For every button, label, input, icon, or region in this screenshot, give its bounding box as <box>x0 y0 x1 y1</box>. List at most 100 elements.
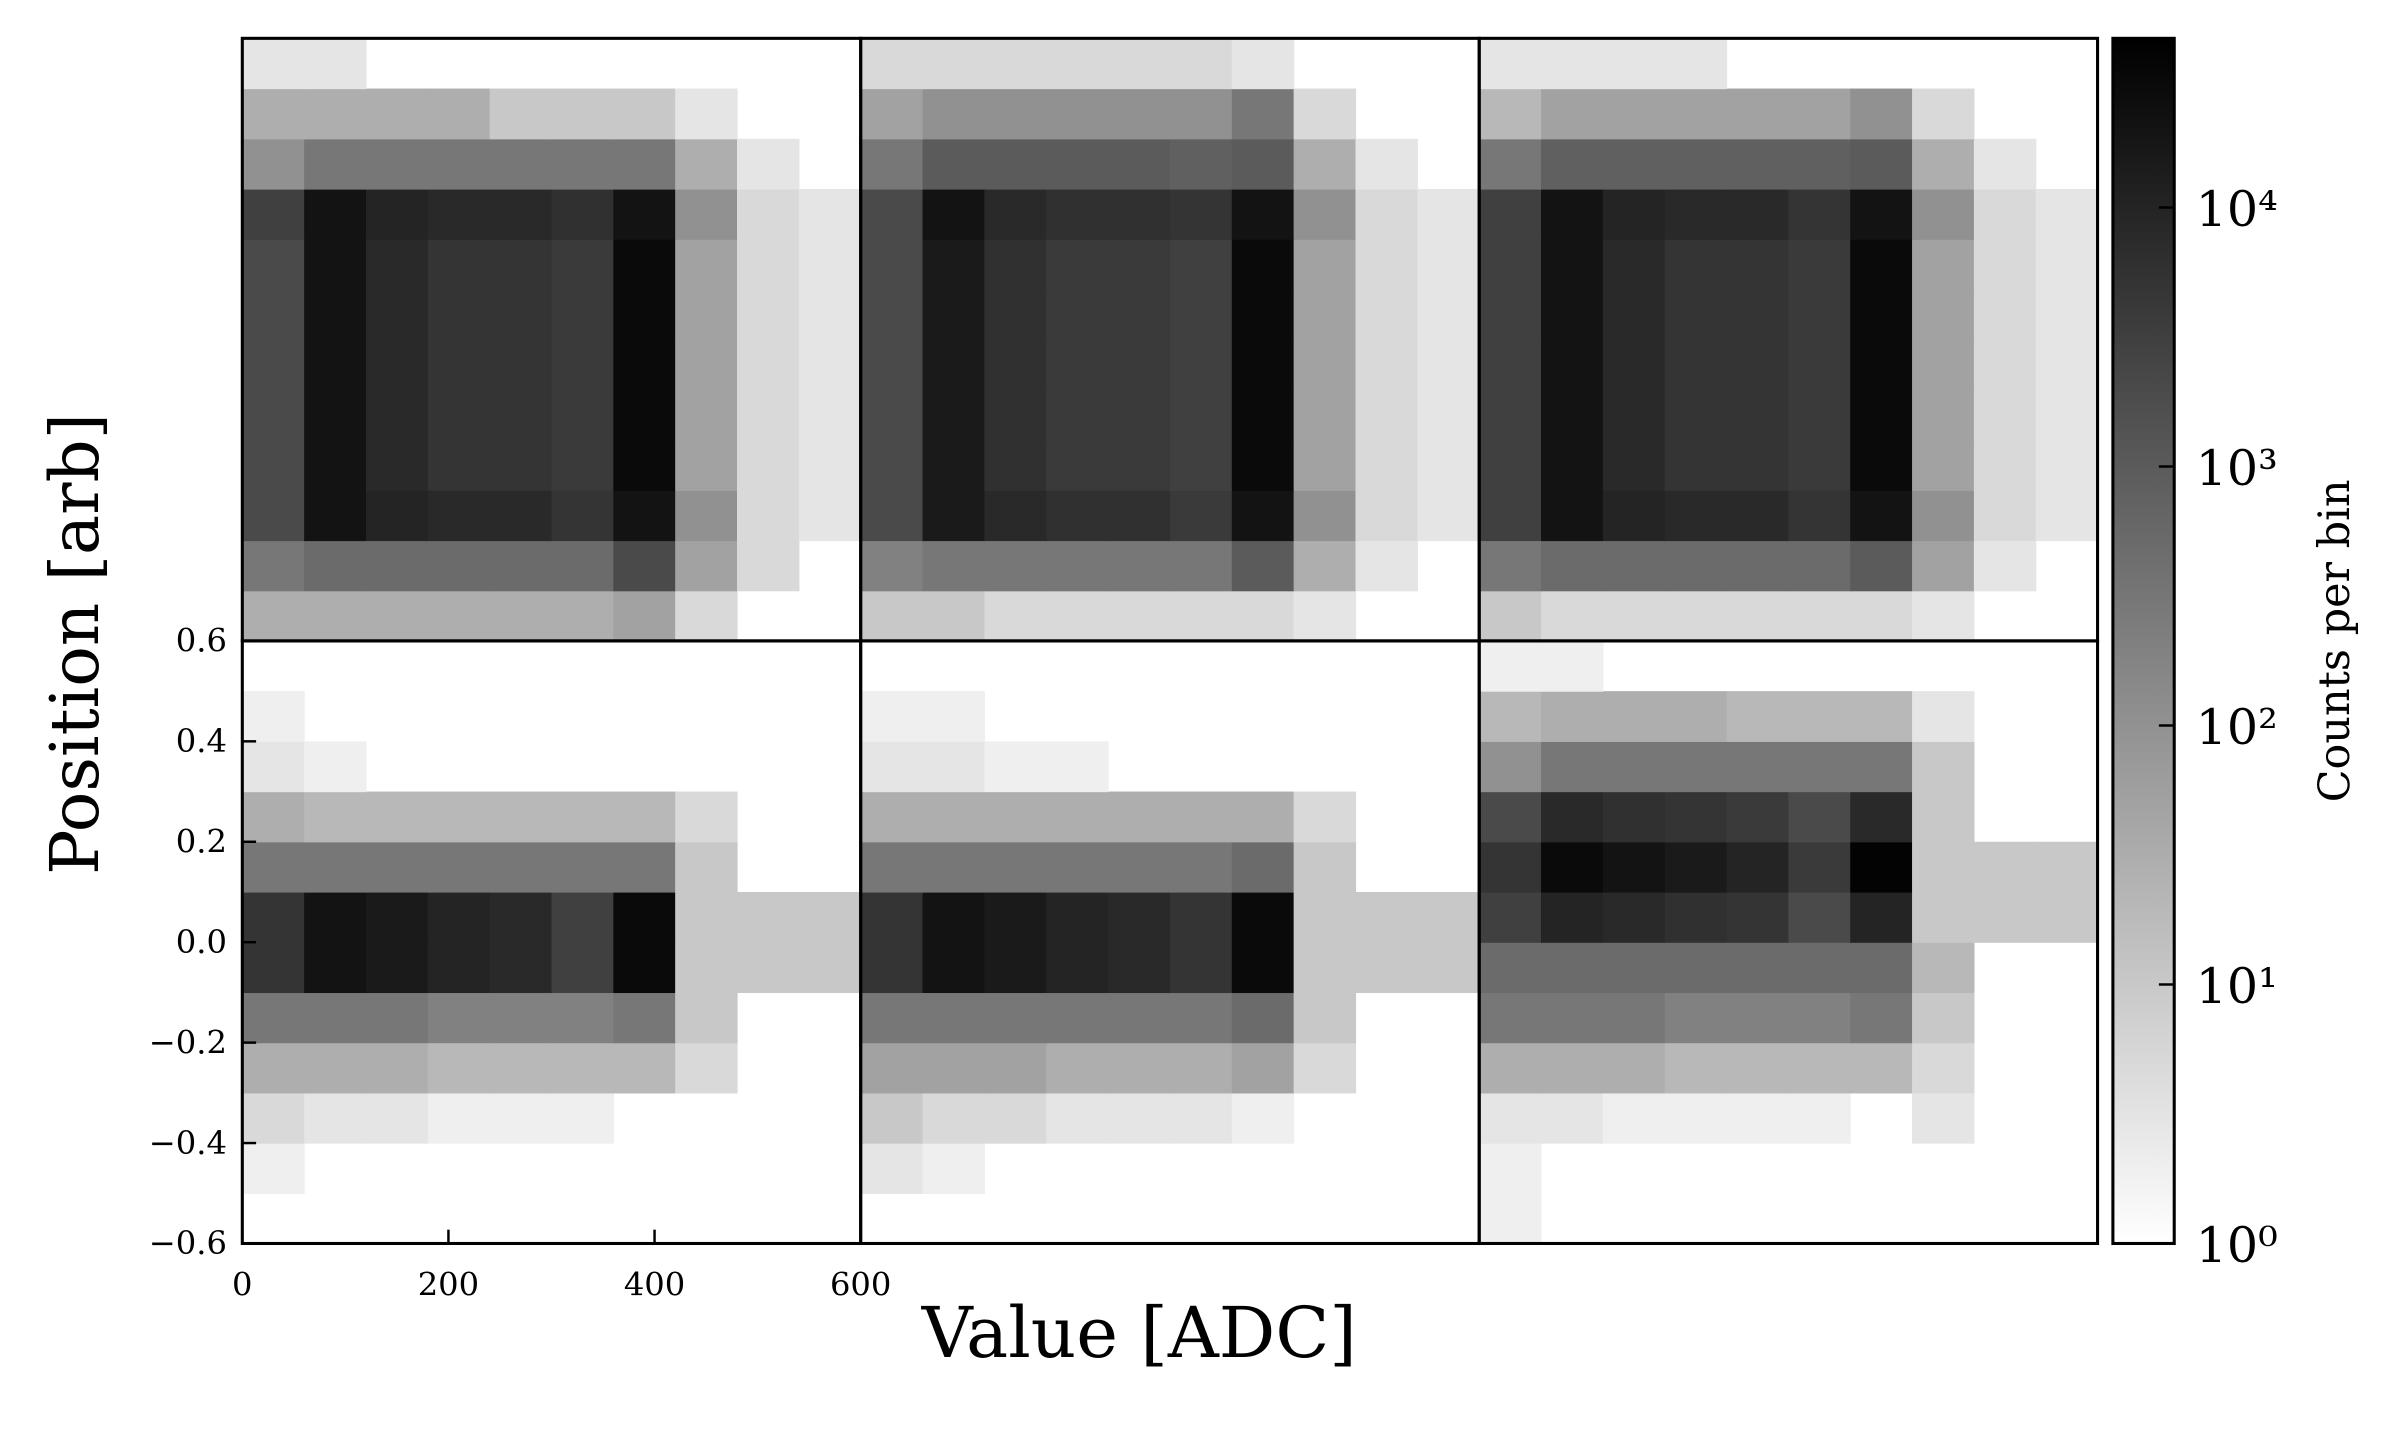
heatmap-cell <box>1231 88 1295 140</box>
heatmap-cell <box>1602 1092 1666 1144</box>
heatmap-cell <box>675 88 738 140</box>
heatmap-cell <box>1541 1092 1604 1144</box>
heatmap-cell <box>428 741 490 792</box>
heatmap-cell <box>737 842 799 893</box>
heatmap-cell <box>1294 1093 1356 1144</box>
heatmap-cell <box>1912 289 1975 341</box>
heatmap-cell <box>551 741 613 792</box>
heatmap-cell <box>1602 992 1666 1044</box>
heatmap-cell <box>1541 88 1604 140</box>
heatmap-cell <box>1170 741 1232 792</box>
heatmap-cell <box>613 239 676 291</box>
heatmap-cell <box>1541 741 1604 793</box>
heatmap-cell <box>304 1143 366 1194</box>
heatmap-cell <box>984 540 1047 592</box>
heatmap-cell <box>1293 841 1357 893</box>
heatmap-cell <box>1169 1042 1233 1094</box>
heatmap-cell <box>490 1193 552 1244</box>
heatmap-cell <box>613 540 676 592</box>
heatmap-cell <box>365 188 429 240</box>
heatmap-cell <box>1850 540 1913 592</box>
heatmap-cell <box>428 38 490 89</box>
heatmap-cell <box>1046 741 1109 793</box>
heatmap-cell <box>922 239 985 291</box>
heatmap-cell <box>613 88 676 140</box>
heatmap-cell <box>1417 891 1480 943</box>
heatmap-cell <box>489 339 553 391</box>
heatmap-cell <box>1231 841 1295 893</box>
heatmap-cell <box>1788 691 1851 742</box>
heatmap-cell <box>366 1143 428 1194</box>
heatmap-cell <box>1293 289 1357 341</box>
heatmap-cell <box>2036 1093 2098 1144</box>
heatmap-cell <box>1602 239 1666 291</box>
heatmap-cell <box>675 38 737 89</box>
colorbar-label: Counts per bin <box>2310 480 2360 803</box>
heatmap-cell <box>1108 641 1170 692</box>
heatmap-cell <box>1727 641 1789 692</box>
heatmap-cell <box>242 389 305 441</box>
heatmap-cell <box>1355 89 1417 140</box>
heatmap-cell <box>737 992 799 1043</box>
heatmap-cell <box>1231 791 1295 843</box>
heatmap-cell <box>365 841 429 893</box>
heatmap-cell <box>799 139 861 190</box>
heatmap-cell <box>1726 339 1789 391</box>
heatmap-cell <box>922 1143 985 1194</box>
heatmap-cell <box>1108 490 1171 542</box>
heatmap-cell <box>304 641 366 692</box>
heatmap-cell <box>304 1193 366 1244</box>
heatmap-cell <box>984 1143 1046 1194</box>
heatmap-cells <box>242 38 2099 1245</box>
heatmap-cell <box>1664 540 1728 592</box>
heatmap-cell <box>427 942 491 994</box>
heatmap-cell <box>798 339 862 391</box>
heatmap-cell <box>2036 139 2098 190</box>
heatmap-cell <box>1664 88 1728 140</box>
heatmap-cell <box>242 88 305 140</box>
heatmap-cell <box>1293 88 1357 140</box>
heatmap-cell <box>366 691 428 742</box>
heatmap-cell <box>922 691 985 742</box>
heatmap-cell <box>1479 741 1542 793</box>
heatmap-cell <box>427 1042 491 1094</box>
heatmap-cell <box>1046 339 1109 391</box>
heatmap-cell <box>1046 540 1109 592</box>
heatmap-cell <box>613 1193 675 1244</box>
heatmap-cell <box>1726 490 1789 542</box>
heatmap-cell <box>1541 38 1604 90</box>
heatmap-cell <box>1541 440 1604 491</box>
heatmap-cell <box>1169 841 1233 893</box>
heatmap-cell <box>984 188 1047 240</box>
heatmap-cell <box>427 339 491 391</box>
heatmap-cell <box>427 1092 491 1144</box>
heatmap-cell <box>1231 590 1295 642</box>
heatmap-cell <box>1602 540 1666 592</box>
heatmap-cell <box>242 1193 304 1244</box>
heatmap-cell <box>1788 540 1851 592</box>
heatmap-cell <box>1417 842 1479 893</box>
heatmap-cell <box>1602 891 1666 943</box>
heatmap-cell <box>1602 791 1666 843</box>
heatmap-cell <box>922 138 985 190</box>
heatmap-cell <box>737 38 799 89</box>
heatmap-cell <box>1541 691 1604 742</box>
heatmap-cell <box>1602 138 1666 190</box>
heatmap-cell <box>365 138 429 190</box>
heatmap-cell <box>1664 942 1728 994</box>
heatmap-cell <box>1726 841 1789 893</box>
heatmap-cell <box>922 490 985 542</box>
heatmap-cell <box>1541 791 1604 843</box>
heatmap-cell <box>1850 1093 1912 1144</box>
heatmap-cell <box>489 791 553 843</box>
heatmap-cell <box>1231 339 1295 391</box>
heatmap-cell <box>304 1092 367 1144</box>
y-tick-label: 0.4 <box>176 722 227 760</box>
heatmap-cell <box>1479 942 1542 994</box>
heatmap-cell <box>428 1143 490 1194</box>
heatmap-cell <box>1046 289 1109 341</box>
heatmap-cell <box>1355 691 1417 742</box>
heatmap-cell <box>1417 389 1480 441</box>
heatmap-cell <box>922 188 985 240</box>
